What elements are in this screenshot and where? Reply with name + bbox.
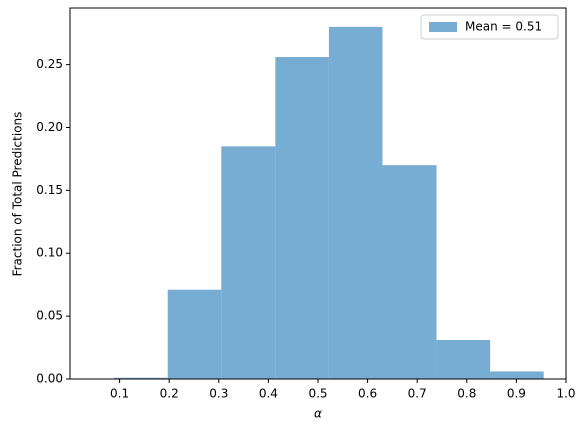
- x-tick-label: 0.6: [358, 387, 377, 401]
- x-tick-label: 0.5: [308, 387, 327, 401]
- x-tick-label: 0.8: [457, 387, 476, 401]
- y-tick-label: 0.20: [36, 120, 63, 134]
- legend-label: Mean = 0.51: [465, 20, 542, 34]
- bar: [382, 165, 437, 379]
- bar: [490, 371, 544, 379]
- x-tick-label: 0.2: [160, 387, 179, 401]
- y-tick-label: 0.15: [36, 183, 63, 197]
- y-axis-label: Fraction of Total Predictions: [11, 112, 25, 277]
- bar: [328, 26, 383, 379]
- x-axis-label: α: [314, 407, 322, 421]
- x-tick-label: 1.0: [556, 387, 575, 401]
- legend-swatch: [429, 22, 457, 32]
- y-tick-label: 0.10: [36, 246, 63, 260]
- x-tick-label: 0.4: [259, 387, 278, 401]
- y-tick-label: 0.25: [36, 57, 63, 71]
- bar: [114, 377, 168, 379]
- bar: [221, 146, 276, 379]
- bar: [436, 340, 491, 379]
- x-tick-label: 0.3: [209, 387, 228, 401]
- bar: [275, 57, 329, 380]
- x-tick-label: 0.7: [408, 387, 427, 401]
- legend-box: [420, 14, 559, 40]
- x-tick-label: 0.1: [110, 387, 129, 401]
- bar: [167, 289, 222, 379]
- y-tick-label: 0.00: [36, 372, 63, 386]
- x-tick-label: 0.9: [507, 387, 526, 401]
- y-tick-label: 0.05: [36, 309, 63, 323]
